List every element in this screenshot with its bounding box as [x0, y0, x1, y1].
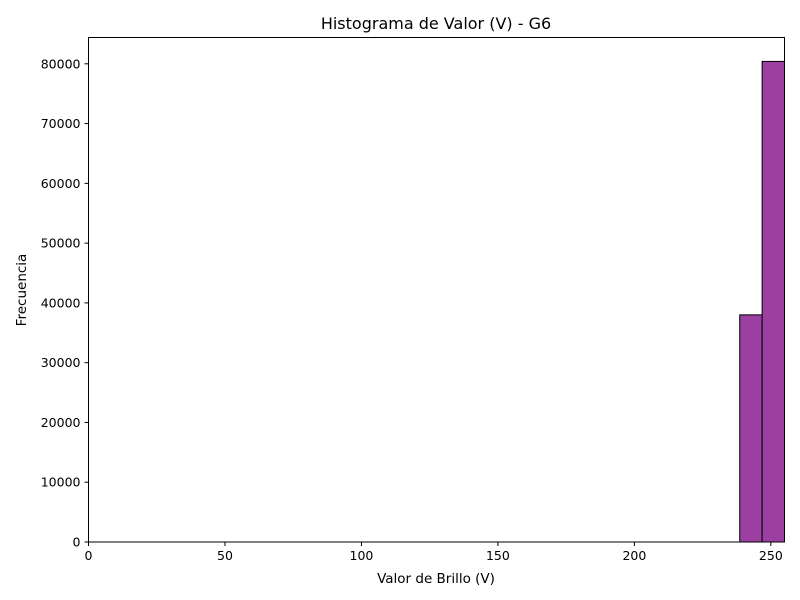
y-tick-label: 20000 [41, 415, 81, 430]
y-tick-label: 0 [73, 535, 81, 550]
histogram-bar-1 [761, 60, 786, 543]
x-tick-label: 250 [759, 548, 783, 563]
x-tick-label: 100 [350, 548, 374, 563]
chart-title: Histograma de Valor (V) - G6 [321, 14, 551, 33]
x-tick-label: 200 [622, 548, 646, 563]
histogram-bar-0 [739, 314, 763, 543]
x-tick-label: 150 [486, 548, 510, 563]
y-tick-label: 70000 [41, 116, 81, 131]
x-tick-label: 0 [85, 548, 93, 563]
y-tick-label: 30000 [41, 355, 81, 370]
x-tick-label: 50 [217, 548, 233, 563]
ticks-layer: 0 50 100 150 200 250 0 10000 20000 30000 40000 5000… [41, 56, 783, 563]
x-axis-label: Valor de Brillo (V) [377, 571, 495, 587]
y-tick-label: 60000 [41, 176, 81, 191]
bars-layer [739, 60, 786, 543]
y-tick-label: 50000 [41, 236, 81, 251]
y-tick-label: 10000 [41, 475, 81, 490]
y-tick-label: 80000 [41, 56, 81, 71]
plot-frame [88, 37, 785, 543]
y-axis-label: Frecuencia [14, 254, 30, 327]
y-tick-label: 40000 [41, 295, 81, 310]
